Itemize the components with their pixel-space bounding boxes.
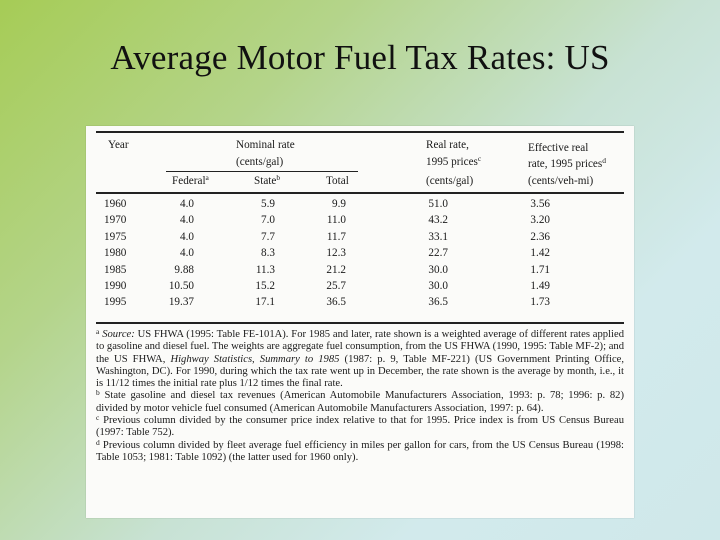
footnote-c-mark: c [96, 413, 100, 423]
cell-real: 36.5 [428, 296, 448, 309]
cell-effective: 1.73 [530, 296, 550, 309]
cell-total: 12.3 [326, 247, 346, 260]
footnote-d-text: Previous column divided by fleet average… [96, 439, 624, 463]
cell-effective: 3.20 [530, 214, 550, 227]
cell-federal: 4.0 [180, 214, 194, 227]
header-federal: Federala [172, 173, 209, 187]
cell-federal: 10.50 [168, 280, 194, 292]
header-state-footnote-mark: b [276, 173, 281, 182]
cell-effective: 1.49 [530, 280, 550, 292]
footnotes: a Source: US FHWA (1995: Table FE-101A).… [96, 327, 624, 465]
header-effective-line3: (cents/veh-mi) [528, 175, 594, 187]
header-year: Year [108, 139, 129, 151]
cell-year: 1970 [104, 214, 127, 227]
cell-federal: 4.0 [180, 230, 194, 243]
cell-state: 15.2 [255, 280, 275, 292]
footnote-b-text: State gasoline and diesel tax revenues (… [96, 390, 624, 414]
header-bottom-rule [96, 192, 624, 194]
cell-real: 51.0 [428, 198, 448, 210]
header-total: Total [326, 175, 349, 187]
cell-total: 11.0 [326, 214, 346, 227]
header-effective-footnote-mark: d [602, 156, 606, 165]
cell-real: 30.0 [428, 280, 448, 292]
footnote-a-italic-title: Highway Statistics, Summary to 1985 [170, 353, 340, 365]
scanned-table-image: Year Nominal rate (cents/gal) Real rate,… [86, 126, 634, 518]
footnote-a-text1: US FHWA (1995: Table FE-101A). For 1985 … [96, 329, 624, 365]
cell-state: 17.1 [255, 296, 275, 309]
header-real-line3: (cents/gal) [426, 175, 474, 187]
cell-federal: 19.37 [168, 296, 194, 309]
cell-year: 1980 [104, 247, 127, 260]
footnote-d-mark: d [96, 437, 100, 447]
footnote-b-mark: b [96, 388, 100, 398]
footnote-a: a Source: US FHWA (1995: Table FE-101A).… [96, 327, 624, 390]
cell-state: 7.0 [261, 214, 275, 227]
header-state: Stateb [254, 173, 281, 187]
header-nominal-line1: Nominal rate [236, 139, 295, 151]
footnote-a-source-label: Source: [102, 329, 135, 340]
header-effective-line2: rate, 1995 pricesd [528, 156, 606, 170]
cell-effective: 3.56 [530, 198, 550, 210]
cell-year: 1990 [104, 280, 127, 292]
nominal-subheader-rule [166, 171, 358, 172]
cell-state: 11.3 [255, 263, 275, 276]
cell-year: 1975 [104, 230, 127, 243]
cell-year: 1985 [104, 263, 127, 276]
cell-year: 1995 [104, 296, 127, 309]
footnote-b: b State gasoline and diesel tax revenues… [96, 388, 624, 415]
footnote-c-text: Previous column divided by the consumer … [96, 415, 624, 439]
cell-effective: 1.42 [530, 247, 550, 260]
cell-state: 8.3 [261, 247, 275, 260]
header-real-line2: 1995 pricesc [426, 154, 482, 168]
table-top-rule [96, 131, 624, 133]
footnote-a-text2: (1987: p. 9, Table MF-221) (US Governmen… [96, 353, 624, 390]
header-federal-footnote-mark: a [205, 173, 209, 182]
cell-total: 11.7 [326, 230, 346, 243]
cell-total: 21.2 [326, 263, 346, 276]
table-bottom-rule [96, 322, 624, 324]
header-real-footnote-mark: c [477, 154, 482, 163]
cell-state: 7.7 [261, 230, 275, 243]
cell-real: 33.1 [428, 230, 448, 243]
cell-state: 5.9 [261, 198, 275, 210]
cell-effective: 2.36 [530, 230, 550, 243]
footnote-a-mark: a [96, 327, 100, 336]
cell-real: 43.2 [428, 214, 448, 227]
cell-effective: 1.71 [530, 263, 550, 276]
header-effective-line1: Effective real [528, 142, 589, 154]
cell-total: 25.7 [326, 280, 346, 292]
footnote-c: c Previous column divided by the consume… [96, 413, 624, 440]
cell-federal: 9.88 [174, 263, 194, 276]
cell-total: 36.5 [326, 296, 346, 309]
cell-federal: 4.0 [180, 198, 194, 210]
footnote-d: d Previous column divided by fleet avera… [96, 437, 624, 465]
slide-title: Average Motor Fuel Tax Rates: US [110, 38, 610, 77]
cell-total: 9.9 [332, 198, 346, 210]
header-real-line1: Real rate, [426, 139, 469, 151]
cell-real: 22.7 [428, 247, 448, 260]
cell-federal: 4.0 [180, 247, 194, 260]
cell-year: 1960 [104, 198, 127, 210]
cell-real: 30.0 [428, 263, 448, 276]
header-nominal-line2: (cents/gal) [236, 156, 284, 168]
